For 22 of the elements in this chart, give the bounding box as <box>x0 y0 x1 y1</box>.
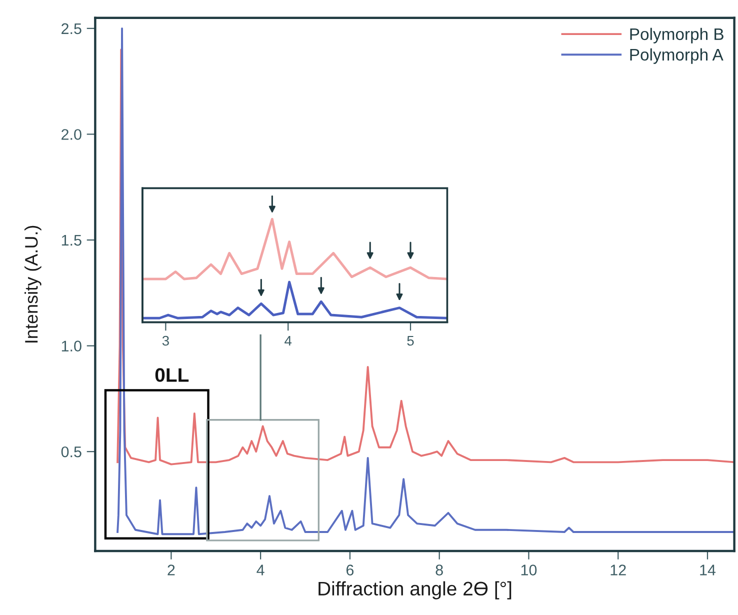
x-tick-label: 12 <box>610 564 626 576</box>
x-tick-label: 5 <box>407 336 414 346</box>
x-tick-label: 2 <box>168 564 175 576</box>
line-series <box>116 27 734 536</box>
annotation: 0LL <box>155 368 189 382</box>
x-tick-label: 8 <box>436 564 443 576</box>
x-tick-label: 4 <box>284 336 292 346</box>
x-tick-label: 10 <box>521 564 537 576</box>
x-tick-label: 3 <box>162 336 169 346</box>
legend-label: Polymorph A <box>630 48 724 64</box>
x-tick-label: 14 <box>700 564 716 576</box>
y-tick-label: 1.5 <box>62 235 82 246</box>
y-axis-title: Intensity (A.U.) <box>24 226 42 342</box>
y-tick-label: 2.0 <box>62 129 82 140</box>
x-axis-title: Diffraction angle 2ϴ [°] <box>318 581 512 600</box>
x-tick-label: 6 <box>346 564 354 576</box>
legend-label: Polymorph B <box>630 28 724 44</box>
y-tick-label: 1.0 <box>62 340 82 352</box>
line-series <box>116 48 734 466</box>
x-tick-label: 4 <box>256 564 264 576</box>
y-tick-label: 0.5 <box>61 446 82 458</box>
y-tick-label: 2.5 <box>62 23 82 34</box>
